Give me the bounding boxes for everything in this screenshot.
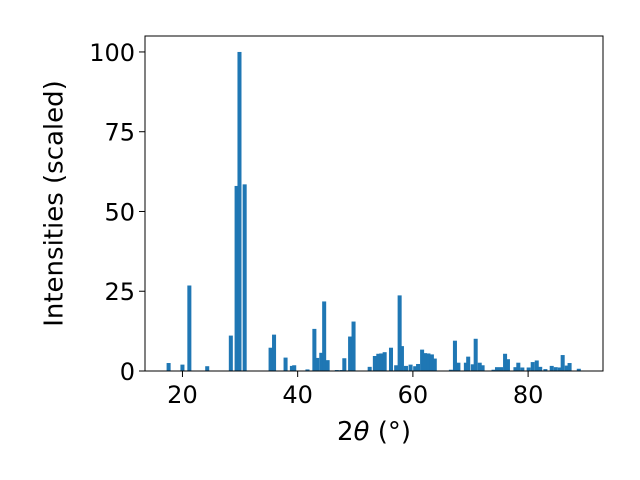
- bar: [388, 347, 394, 371]
- bar: [491, 369, 496, 371]
- bar: [180, 364, 185, 371]
- x-tick-label: 60: [398, 381, 429, 409]
- bar: [289, 365, 294, 371]
- bar: [376, 353, 381, 371]
- x-axis-label: 2θ (°): [337, 417, 411, 447]
- bar: [319, 352, 324, 371]
- bar: [422, 353, 427, 371]
- bar: [557, 367, 562, 371]
- bar: [520, 367, 525, 371]
- bar: [560, 355, 565, 371]
- y-axis-label: Intensities (scaled): [40, 80, 70, 327]
- bar: [382, 352, 387, 371]
- bar: [513, 367, 518, 371]
- bar: [448, 369, 453, 371]
- bar: [367, 366, 372, 371]
- bar: [234, 185, 239, 371]
- bar: [463, 362, 468, 371]
- bar: [292, 365, 297, 371]
- bar: [413, 366, 418, 371]
- bar: [166, 363, 171, 371]
- y-tick-label: 75: [104, 119, 135, 147]
- bar: [228, 335, 233, 371]
- x-axis-label-suffix: (°): [369, 417, 411, 447]
- y-tick-label: 25: [104, 278, 135, 306]
- bar: [403, 365, 408, 371]
- bar: [429, 354, 434, 371]
- bar: [494, 367, 500, 371]
- bar: [315, 357, 320, 371]
- bar: [576, 368, 581, 371]
- bar: [420, 349, 425, 371]
- bar: [205, 366, 210, 371]
- bar: [456, 362, 461, 371]
- bar: [237, 51, 242, 371]
- bar: [499, 367, 504, 371]
- bar: [426, 353, 431, 371]
- bar: [534, 360, 539, 371]
- bar: [432, 358, 437, 371]
- x-tick-label: 20: [167, 381, 198, 409]
- bars-group: [166, 51, 581, 371]
- bar: [272, 334, 277, 371]
- x-axis-ticks: 20 40 60 80: [167, 371, 543, 409]
- bar: [553, 367, 558, 371]
- bar: [530, 362, 535, 371]
- bar: [466, 356, 471, 371]
- bar: [416, 363, 421, 371]
- bar: [342, 358, 347, 371]
- bar: [283, 357, 288, 371]
- bar: [268, 347, 273, 371]
- bar: [348, 336, 353, 371]
- bar: [379, 353, 384, 371]
- bar: [505, 359, 510, 371]
- bar: [470, 364, 475, 371]
- x-tick-label: 80: [513, 381, 544, 409]
- y-axis-ticks: 0 25 50 75 100: [89, 39, 145, 386]
- plot-frame: [144, 35, 604, 372]
- bar: [394, 365, 399, 371]
- bar: [477, 362, 482, 371]
- x-axis-label-prefix: 2: [337, 417, 354, 447]
- x-tick-label: 40: [282, 381, 313, 409]
- bar: [516, 362, 521, 371]
- bar: [242, 184, 247, 371]
- bar: [312, 328, 317, 371]
- bar: [526, 367, 531, 371]
- bar: [538, 366, 543, 371]
- bar: [399, 346, 404, 371]
- bar: [473, 338, 478, 371]
- bar: [305, 369, 310, 371]
- bar: [372, 356, 377, 371]
- bar: [452, 340, 457, 371]
- x-axis-label-symbol: θ: [354, 417, 370, 447]
- bar: [549, 365, 554, 371]
- bar: [543, 369, 548, 371]
- bar: [325, 360, 330, 371]
- bar: [567, 363, 572, 371]
- bar: [322, 301, 327, 371]
- y-tick-label: 100: [89, 39, 135, 67]
- bar: [397, 295, 402, 371]
- bar: [480, 365, 485, 371]
- bar: [408, 364, 413, 371]
- bar: [351, 321, 356, 371]
- bar: [187, 285, 192, 371]
- y-tick-label: 50: [104, 198, 135, 226]
- bar: [503, 353, 508, 371]
- bar: [564, 365, 569, 371]
- y-tick-label: 0: [120, 358, 135, 386]
